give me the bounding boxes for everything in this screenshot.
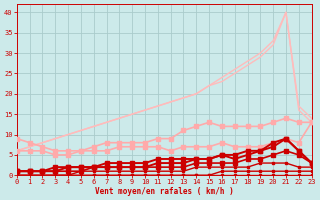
X-axis label: Vent moyen/en rafales ( km/h ): Vent moyen/en rafales ( km/h ) <box>95 187 234 196</box>
